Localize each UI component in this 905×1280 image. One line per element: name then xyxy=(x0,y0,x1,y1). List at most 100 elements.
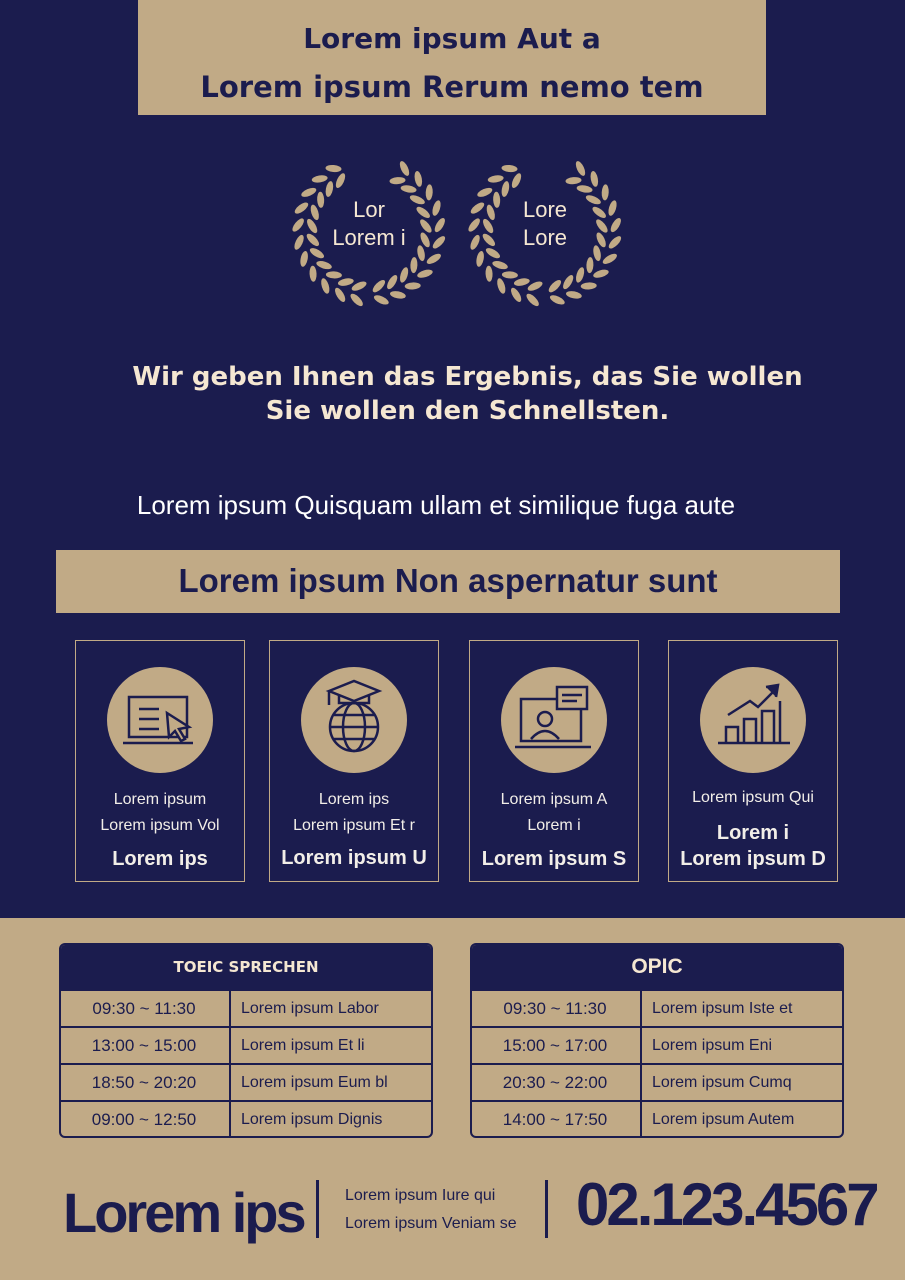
badge-text: Lore xyxy=(522,197,568,222)
laurel-leaf xyxy=(470,202,485,214)
laurel-leaf xyxy=(325,271,342,279)
feature-card: Lorem ipsum Qui Lorem i Lorem ipsum D xyxy=(668,640,838,882)
laurel-leaf xyxy=(476,250,484,267)
laurel-leaf xyxy=(434,217,445,233)
laurel-leaf xyxy=(468,218,480,232)
laurel-leaf xyxy=(527,281,543,291)
time-cell: 15:00 ~ 17:00 xyxy=(502,1036,608,1055)
feature-card: Lorem ipsum Lorem ipsum Vol Lorem ips xyxy=(75,640,245,882)
laurel-leaf xyxy=(321,278,330,294)
feature-icon xyxy=(301,667,407,773)
laurel-leaf xyxy=(292,218,304,232)
divider xyxy=(316,1180,319,1238)
laurel-leaf xyxy=(487,175,504,183)
laurel-leaf xyxy=(300,250,308,267)
icon xyxy=(718,683,790,745)
laurel-leaf xyxy=(335,173,346,189)
table-row: 13:00 ~ 15:00 Lorem ipsum Et li xyxy=(61,1026,431,1063)
laurel-leaf xyxy=(301,187,317,197)
laurel-leaf xyxy=(549,295,565,305)
course-cell: Lorem ipsum Autem xyxy=(640,1102,842,1136)
laurel-leaf xyxy=(372,279,386,293)
laurel-leaf xyxy=(389,177,406,185)
feature-icon xyxy=(501,667,607,773)
laurel-leaf xyxy=(294,202,309,214)
table-row: 15:00 ~ 17:00 Lorem ipsum Eni xyxy=(472,1026,842,1063)
laurel-leaf xyxy=(420,232,430,248)
laurel-leaf xyxy=(325,181,334,197)
course-cell: Lorem ipsum Eum bl xyxy=(229,1065,431,1100)
tagline: Wir geben Ihnen das Ergebnis, das Sie wo… xyxy=(132,362,803,392)
feature-text: Lorem ipsum Et r xyxy=(293,817,415,834)
laurel-leaf xyxy=(399,161,410,176)
table-row: 14:00 ~ 17:50 Lorem ipsum Autem xyxy=(472,1100,842,1136)
intro-text: Lorem ipsum Quisquam ullam et similique … xyxy=(136,490,736,520)
section-bar xyxy=(56,550,840,613)
decoration xyxy=(292,161,622,307)
course-cell: Lorem ipsum Eni xyxy=(640,1028,842,1063)
laurel-leaf xyxy=(483,218,494,234)
laurel-leaf xyxy=(404,282,421,290)
time-cell: 09:30 ~ 11:30 xyxy=(92,999,196,1018)
laurel-leaf xyxy=(416,206,430,218)
laurel-leaf xyxy=(311,175,328,183)
feature-text: Lorem i xyxy=(527,817,581,834)
feature-label: Lorem i xyxy=(716,822,790,844)
laurel-leaf xyxy=(602,253,617,264)
laurel-leaf xyxy=(596,232,606,248)
laurel-leaf xyxy=(590,171,599,187)
header-title: Lorem ipsum Rerum nemo tem xyxy=(200,70,704,104)
laurel-leaf xyxy=(576,267,585,283)
table-row: 20:30 ~ 22:00 Lorem ipsum Cumq xyxy=(472,1063,842,1100)
table-row: 09:00 ~ 12:50 Lorem ipsum Dignis xyxy=(61,1100,431,1136)
course-cell: Lorem ipsum Et li xyxy=(229,1028,431,1063)
badge-text: Lor xyxy=(353,197,385,222)
laurel-leaf xyxy=(350,293,363,307)
course-cell: Lorem ipsum Cumq xyxy=(640,1065,842,1100)
laurel-leaf xyxy=(325,164,342,173)
laurel-leaf xyxy=(410,257,418,274)
icon xyxy=(515,685,591,749)
laurel-leaf xyxy=(337,278,354,286)
time-cell: 14:00 ~ 17:50 xyxy=(502,1110,608,1129)
laurel-leaf xyxy=(501,164,518,173)
time-cell: 09:00 ~ 12:50 xyxy=(91,1110,197,1129)
feature-icon xyxy=(107,667,213,773)
laurel-leaf xyxy=(417,269,433,278)
header-box xyxy=(138,0,766,115)
laurel-leaf xyxy=(580,282,597,290)
laurel-leaf xyxy=(373,295,389,305)
schedule-table: TOEIC SPRECHEN 09:30 ~ 11:30 Lorem ipsum … xyxy=(59,943,433,1138)
course-cell: Lorem ipsum Labor xyxy=(229,991,431,1026)
laurel-leaf xyxy=(389,291,406,299)
laurel-leaf xyxy=(576,185,593,193)
laurel-leaf xyxy=(548,279,562,293)
laurel-leaf xyxy=(432,236,446,249)
header-title: Lorem ipsum Aut a xyxy=(303,22,601,55)
laurel-leaf xyxy=(526,293,539,307)
laurel-leaf xyxy=(306,233,320,247)
laurel-leaf xyxy=(592,206,606,218)
laurel-leaf xyxy=(420,219,432,233)
badge-text: Lore xyxy=(522,225,568,250)
laurel-leaf xyxy=(317,191,325,208)
time-cell: 20:30 ~ 22:00 xyxy=(502,1073,608,1092)
feature-text: Lorem ips xyxy=(318,791,390,808)
feature-label: Lorem ipsum U xyxy=(281,847,427,869)
laurel-leaf xyxy=(400,185,417,193)
laurel-leaf xyxy=(310,204,319,221)
laurel-leaf xyxy=(601,184,609,201)
laurel-leaf xyxy=(501,181,510,197)
laurel-leaf xyxy=(309,248,325,259)
laurel-leaf xyxy=(409,195,425,205)
laurel-leaf xyxy=(593,269,609,278)
laurel-leaf xyxy=(432,200,441,216)
laurel-leaf xyxy=(294,234,304,250)
tagline: Sie wollen den Schnellsten. xyxy=(265,396,670,426)
laurel-leaf xyxy=(586,257,594,274)
table-row: 18:50 ~ 20:20 Lorem ipsum Eum bl xyxy=(61,1063,431,1100)
laurel-leaf xyxy=(387,274,398,290)
laurel-leaf xyxy=(497,278,506,294)
laurel-leaf xyxy=(501,271,518,279)
